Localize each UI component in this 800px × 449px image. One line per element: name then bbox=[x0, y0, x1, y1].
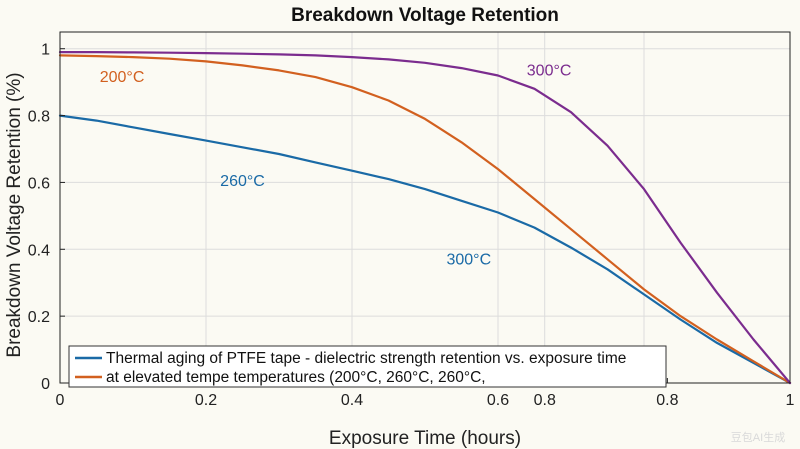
x-tick-label: 0.2 bbox=[195, 392, 217, 409]
x-tick-label: 0.4 bbox=[341, 392, 363, 409]
y-axis-label: Breakdown Voltage Retention (%) bbox=[4, 72, 25, 357]
chart-title: Breakdown Voltage Retention bbox=[291, 5, 559, 26]
series-annotation: 260°C bbox=[220, 173, 265, 190]
x-tick-label: 0.6 bbox=[487, 392, 509, 409]
series-lines bbox=[58, 50, 792, 385]
legend-entry-2: at elevated tempe temperatures (200°C, 2… bbox=[106, 369, 486, 386]
series-annotation: 300°C bbox=[527, 62, 572, 79]
legend: Thermal aging of PTFE tape - dielectric … bbox=[68, 345, 667, 388]
y-tick-label: 1 bbox=[41, 42, 50, 59]
series-annotation: 300°C bbox=[446, 251, 491, 268]
y-tick-label: 0.4 bbox=[28, 242, 50, 259]
axes-frame bbox=[59, 31, 791, 384]
legend-entry-1: Thermal aging of PTFE tape - dielectric … bbox=[106, 350, 626, 367]
x-tick-label: 1 bbox=[786, 392, 795, 409]
y-tick-label: 0.2 bbox=[28, 309, 50, 326]
legend-box bbox=[68, 345, 667, 388]
series-line-3 bbox=[58, 50, 792, 385]
y-tick-label: 0 bbox=[41, 376, 50, 393]
x-axis-label: Exposure Time (hours) bbox=[329, 428, 521, 449]
series-annotation: 200°C bbox=[100, 69, 145, 86]
series-line-2 bbox=[58, 54, 792, 385]
grid bbox=[60, 32, 790, 383]
watermark: 豆包AI生成 bbox=[731, 430, 785, 444]
series-line-1 bbox=[58, 114, 792, 385]
x-tick-label: 0.8 bbox=[534, 392, 556, 409]
y-tick-label: 0.6 bbox=[28, 175, 50, 192]
tick-labels: 0 0.2 0.4 0.6 0.8 0.8 1 0 0.2 0.4 0.6 0.8 1 bbox=[28, 42, 795, 409]
x-tick-label: 0 bbox=[56, 392, 65, 409]
annotations: 200°C 260°C 300°C 300°C bbox=[100, 62, 572, 268]
plot-frame bbox=[59, 31, 791, 384]
y-tick-label: 0.8 bbox=[28, 109, 50, 126]
x-tick-label: 0.8 bbox=[656, 392, 678, 409]
